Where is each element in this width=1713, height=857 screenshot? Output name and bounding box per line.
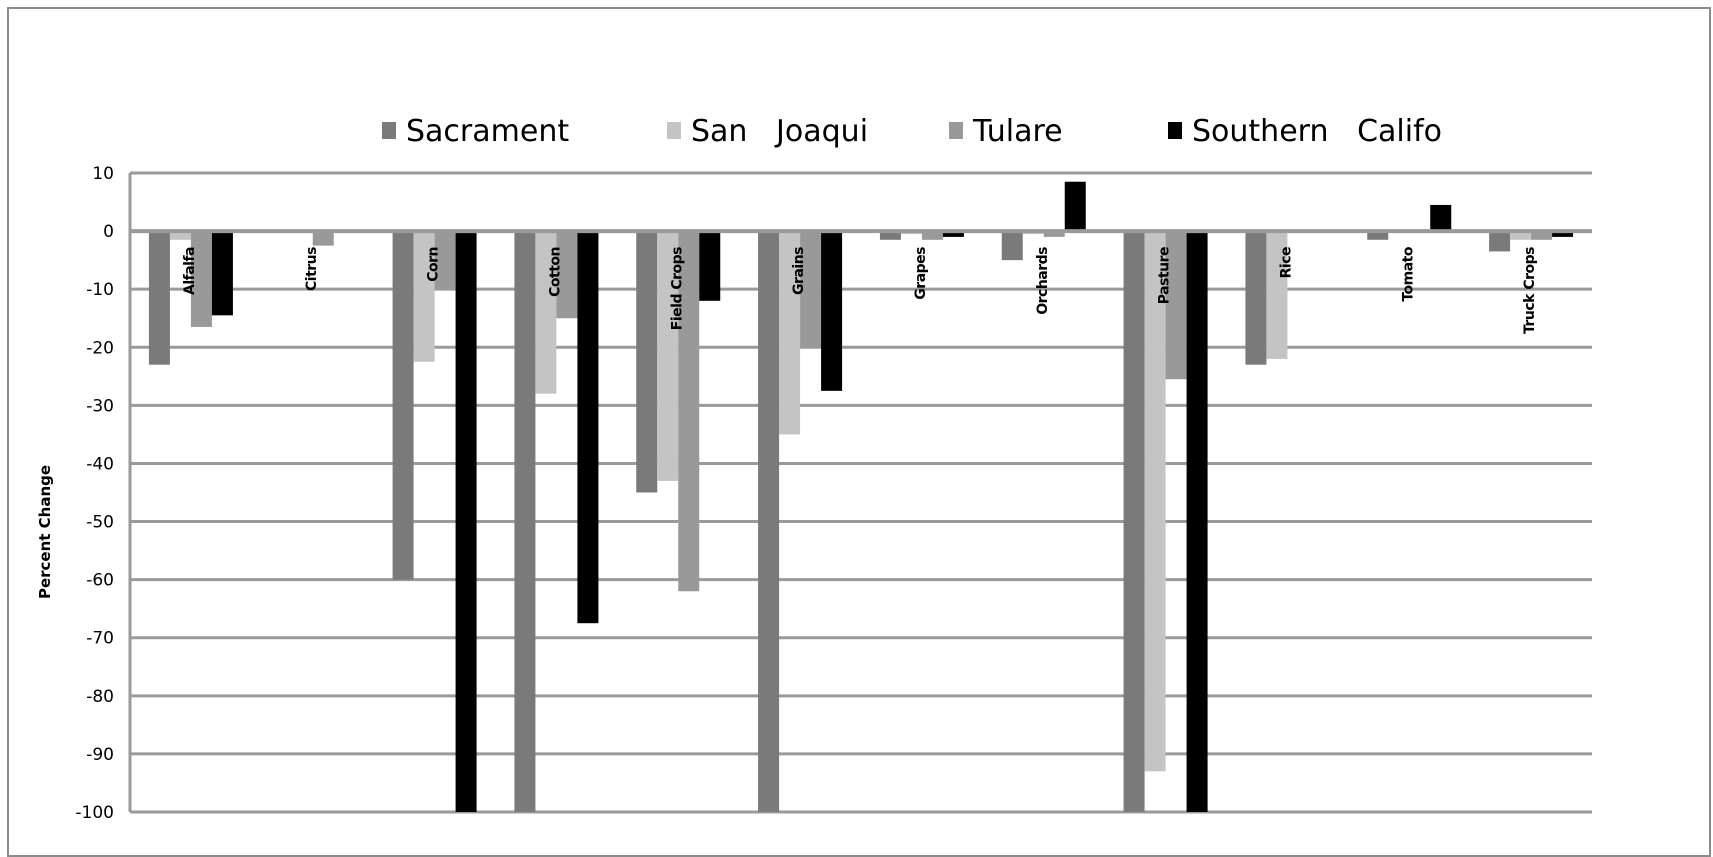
y-tick-label: -100 <box>75 803 114 823</box>
bar <box>1001 231 1023 261</box>
legend-label: Tulare <box>972 114 1063 149</box>
category-label: Tomato <box>1400 246 1416 302</box>
bar <box>1245 231 1267 365</box>
bar <box>413 231 435 362</box>
y-tick-label: -70 <box>86 629 114 649</box>
category-label: Rice <box>1278 247 1294 278</box>
bar <box>678 231 700 592</box>
bar <box>1531 231 1553 240</box>
gridlines <box>130 171 1592 814</box>
legend-swatch <box>382 122 396 139</box>
bar <box>636 231 658 493</box>
bar <box>556 231 578 319</box>
bar <box>1552 231 1574 237</box>
bar <box>1064 181 1086 232</box>
bar <box>1186 231 1208 812</box>
bar <box>148 231 170 365</box>
legend-swatch <box>667 122 681 139</box>
legend-label: San Joaqui <box>691 114 868 149</box>
chart-frame <box>7 7 1711 857</box>
bar <box>455 231 477 812</box>
legend-label: Sacrament <box>406 114 569 149</box>
y-tick-label: 0 <box>103 222 114 242</box>
axes: 10 0 -10 -20 -30 -40 -50 -60 -70 -80 -90 -100 <box>75 164 1592 823</box>
y-tick-label: -10 <box>86 280 114 300</box>
bar <box>169 231 191 240</box>
y-tick-label: 10 <box>92 164 114 184</box>
bar <box>1367 231 1389 240</box>
legend-swatch <box>1168 122 1182 139</box>
y-tick-label: -20 <box>86 338 114 358</box>
bar <box>942 231 964 237</box>
category-label: Grapes <box>913 247 929 300</box>
bar <box>1123 231 1145 812</box>
bar <box>1043 231 1065 237</box>
bar <box>758 231 780 812</box>
bar <box>699 231 721 301</box>
bar <box>1144 231 1166 772</box>
category-labels: Alfalfa Citrus Corn Cotton Field Crops Grains… <box>182 246 1538 334</box>
bar <box>821 231 843 391</box>
y-tick-label: -90 <box>86 745 114 765</box>
bar <box>190 231 212 327</box>
bar <box>535 231 557 394</box>
bar <box>921 231 943 240</box>
category-label: Cotton <box>547 247 563 297</box>
bar <box>312 231 334 246</box>
legend: Sacrament San Joaqui Tulare Southern Califo <box>382 114 1442 149</box>
category-label: Pasture <box>1157 247 1173 304</box>
bar <box>514 231 536 812</box>
category-label: Truck Crops <box>1522 247 1538 334</box>
legend-swatch <box>949 122 963 139</box>
bar <box>1165 231 1187 380</box>
y-tick-label: -50 <box>86 513 114 533</box>
y-tick-label: -40 <box>86 454 114 474</box>
y-tick-label: -60 <box>86 571 114 591</box>
bar <box>434 231 456 290</box>
bar <box>879 231 901 240</box>
bar <box>1489 231 1511 252</box>
bar <box>1266 231 1288 359</box>
bar <box>1430 204 1452 232</box>
category-label: Orchards <box>1035 247 1051 315</box>
bar <box>657 231 679 481</box>
bar <box>1510 231 1532 240</box>
category-label: Citrus <box>304 247 320 291</box>
category-label: Field Crops <box>669 247 685 330</box>
bar <box>211 231 233 316</box>
bar <box>779 231 801 435</box>
bars <box>148 181 1574 812</box>
legend-label: Southern Califo <box>1192 114 1442 149</box>
bar <box>392 231 414 580</box>
y-tick-label: -80 <box>86 687 114 707</box>
category-label: Grains <box>791 247 807 295</box>
category-label: Alfalfa <box>182 247 198 295</box>
y-axis-title: Percent Change <box>36 465 54 599</box>
category-label: Corn <box>426 247 442 282</box>
bar <box>577 231 599 624</box>
bar <box>800 231 822 348</box>
y-tick-label: -30 <box>86 396 114 416</box>
